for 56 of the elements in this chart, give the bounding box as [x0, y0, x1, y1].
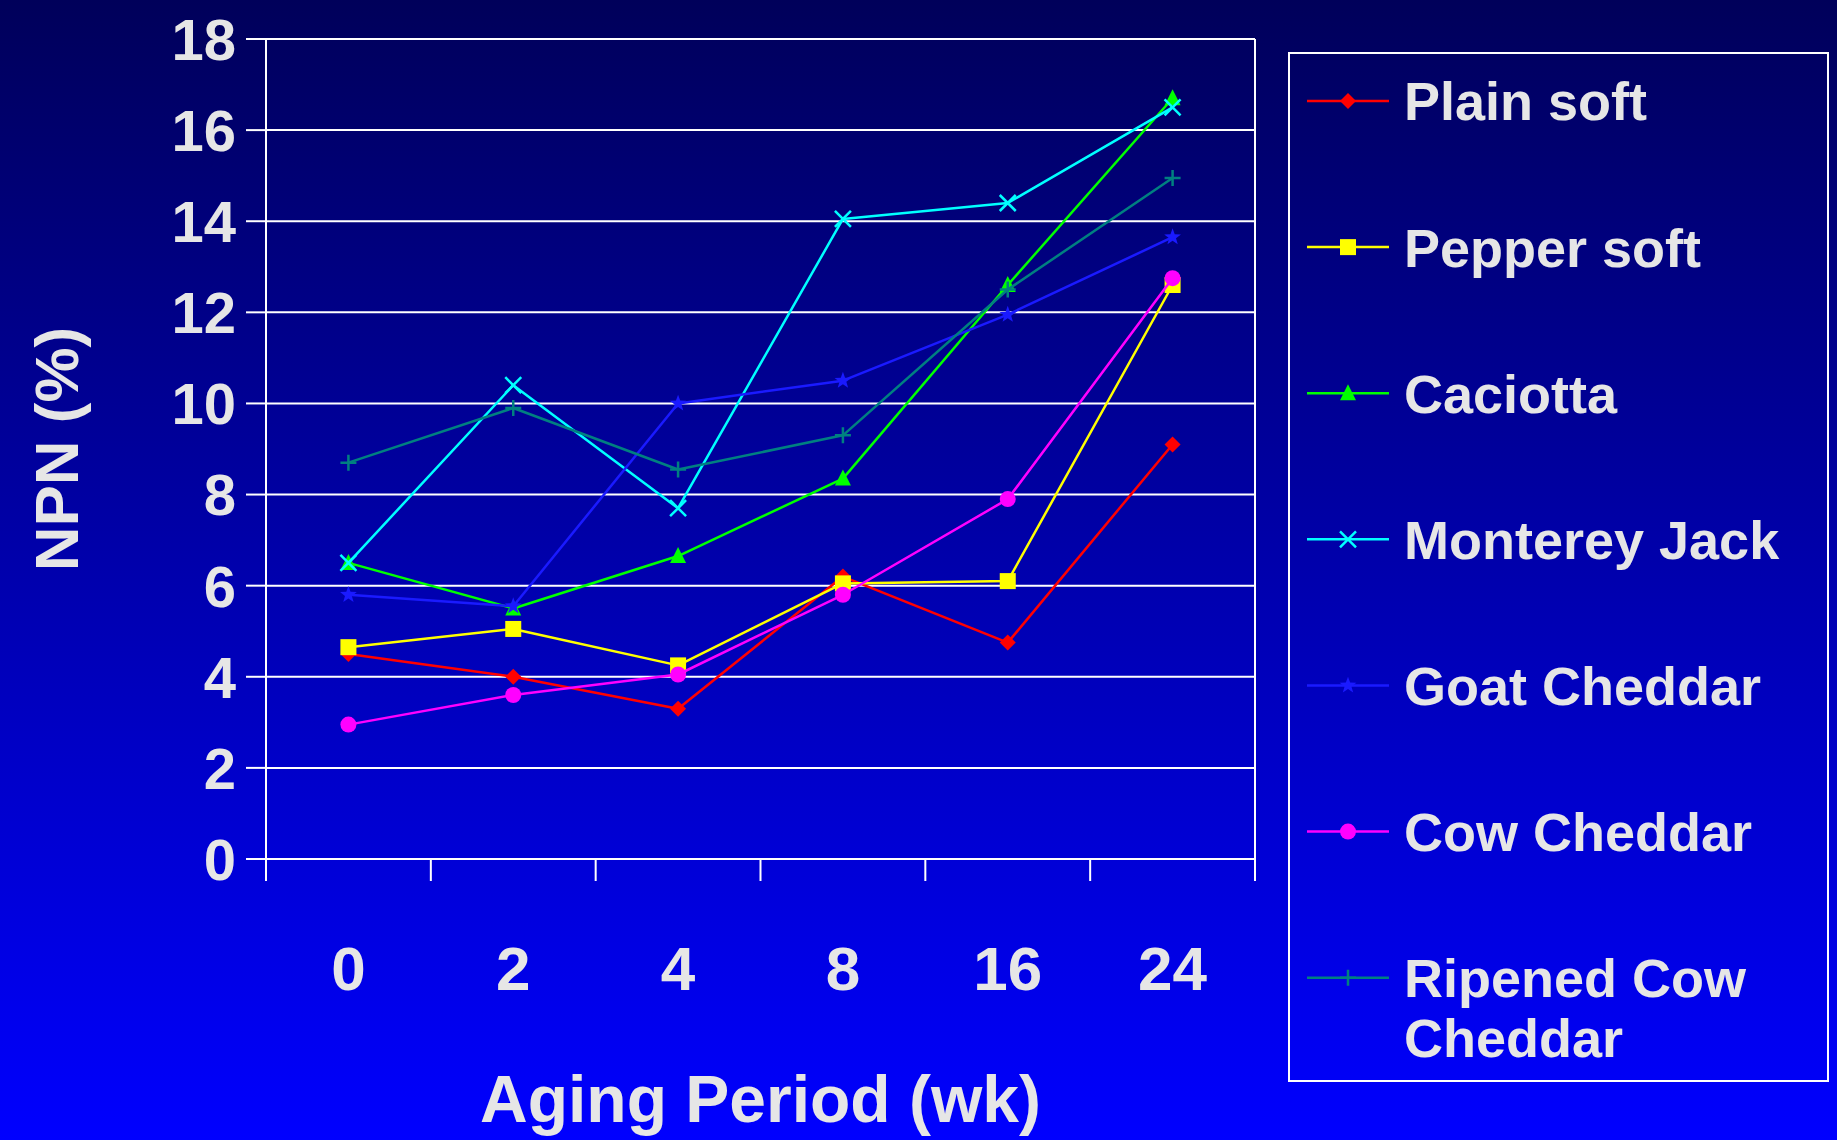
point	[1163, 168, 1182, 188]
point	[834, 371, 852, 388]
legend-label: Goat Cheddar	[1404, 655, 1762, 716]
legend-label: Pepper soft	[1404, 217, 1702, 278]
y-tick-label: 6	[203, 553, 236, 619]
y-tick-label: 2	[203, 735, 236, 801]
point	[340, 716, 357, 733]
point	[504, 375, 523, 395]
point	[1164, 228, 1181, 245]
point	[833, 426, 853, 445]
point	[340, 639, 357, 656]
y-tick-label: 14	[171, 189, 236, 255]
point	[670, 700, 687, 717]
point	[999, 634, 1016, 651]
point	[998, 280, 1017, 299]
y-tick-label: 16	[171, 97, 236, 163]
x-tick-label: 8	[825, 934, 861, 1003]
point	[1164, 270, 1181, 287]
point	[505, 620, 522, 637]
point	[833, 209, 853, 229]
x-tick-label: 24	[1138, 934, 1208, 1003]
y-axis-title: NPN (%)	[22, 326, 91, 572]
y-tick-label: 10	[171, 371, 236, 437]
x-tick-label: 16	[973, 934, 1043, 1003]
y-tick-label: 0	[203, 826, 236, 892]
legend-label: Plain soft	[1404, 71, 1648, 132]
y-tick-label: 18	[171, 6, 236, 72]
point	[668, 498, 688, 518]
x-tick-label: 2	[496, 934, 531, 1003]
x-tick-label: 4	[660, 934, 696, 1003]
x-tick-label: 0	[331, 934, 366, 1003]
y-tick-label: 8	[203, 462, 236, 528]
legend-label: Caciotta	[1404, 363, 1619, 424]
point	[670, 666, 687, 683]
point	[1164, 436, 1181, 453]
point	[339, 453, 358, 472]
point	[999, 491, 1016, 508]
point	[669, 394, 687, 411]
legend-label: Monterey Jack	[1404, 509, 1781, 570]
point	[834, 469, 851, 486]
x-axis-title: Aging Period (wk)	[480, 1062, 1041, 1136]
legend-label: Ripened Cow Cheddar	[1404, 948, 1748, 1068]
y-tick-label: 4	[203, 644, 236, 710]
point	[998, 193, 1017, 213]
legend-label: Cow Cheddar	[1404, 802, 1753, 863]
point	[670, 547, 687, 564]
point	[504, 398, 523, 418]
point	[668, 460, 688, 479]
point	[999, 305, 1017, 322]
point	[505, 668, 522, 685]
point	[834, 586, 851, 603]
y-tick-label: 12	[171, 280, 236, 346]
point	[1163, 98, 1182, 117]
point	[340, 585, 357, 602]
point	[999, 573, 1016, 590]
point	[505, 687, 522, 703]
